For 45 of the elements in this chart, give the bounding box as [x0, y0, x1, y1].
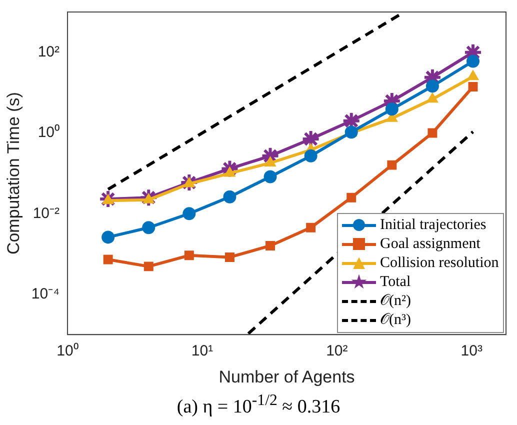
- point: [346, 192, 356, 202]
- x-tick-label: 10⁰: [56, 342, 78, 360]
- point: [223, 190, 236, 204]
- text: (a) η = 10$^{-1/2}$ ≈ 0.316: [176, 392, 342, 418]
- y-axis-title: Computation Time (s): [4, 92, 23, 255]
- point: [264, 156, 276, 167]
- point: [184, 250, 194, 260]
- point: [224, 252, 234, 262]
- point: [102, 230, 115, 244]
- point: [142, 193, 154, 204]
- x-tick-label: 10²: [326, 342, 348, 360]
- y-tick-label: 10⁻²: [32, 204, 60, 222]
- point: [385, 102, 398, 116]
- legend-label: 𝒪(n²): [380, 292, 411, 311]
- point: [306, 222, 316, 232]
- point: [428, 128, 438, 138]
- y-tick-label: 10⁻⁴: [31, 285, 60, 302]
- point: [182, 207, 196, 220]
- point: [142, 221, 156, 234]
- point: [264, 170, 277, 184]
- point: [266, 240, 276, 250]
- legend-label: 𝒪(n³): [380, 310, 411, 330]
- legend-label: Collision resolution: [380, 254, 499, 273]
- x-tick-label: 10³: [460, 342, 482, 360]
- point: [468, 82, 478, 92]
- point: [304, 149, 318, 162]
- point: [102, 194, 114, 204]
- point: [344, 126, 358, 139]
- point: [467, 70, 479, 80]
- point: [426, 80, 439, 93]
- point: [466, 54, 480, 68]
- point: [387, 160, 397, 170]
- x-axis-title: Number of Agents: [218, 367, 355, 386]
- point: [180, 173, 199, 192]
- x-tick-label: 10¹: [191, 342, 214, 360]
- point: [103, 254, 113, 264]
- legend-label: Total: [380, 272, 411, 292]
- y-tick-label: 10²: [38, 43, 60, 60]
- y-tick-label: 10⁰: [38, 124, 60, 142]
- legend-label: Initial trajectories: [380, 216, 486, 235]
- point: [426, 92, 438, 103]
- point: [144, 262, 154, 272]
- point: [183, 177, 195, 188]
- point: [224, 166, 236, 177]
- legend-label: Goal assignment: [380, 234, 480, 254]
